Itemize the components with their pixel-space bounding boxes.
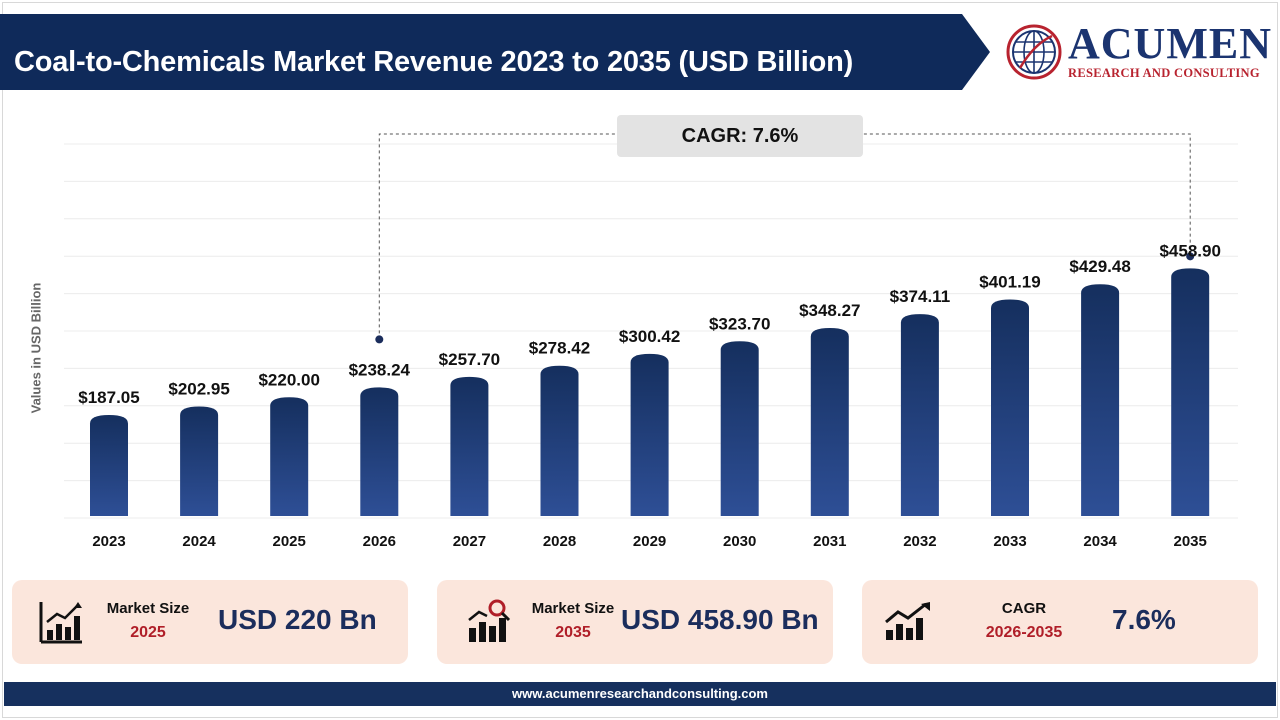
bar-2029 [630,353,669,516]
x-tick-2023: 2023 [92,533,125,550]
title-banner-shape [0,14,990,90]
x-tick-2031: 2031 [813,533,846,550]
x-tick-2027: 2027 [453,533,486,550]
data-label-2033: $401.19 [979,272,1040,291]
cagr-end-dot [1186,252,1195,261]
data-label-2024: $202.95 [168,379,229,398]
card-value: USD 458.90 Bn [621,604,819,635]
globe-logo-icon [1006,24,1062,80]
logo-tagline: RESEARCH AND CONSULTING [1068,66,1260,80]
x-tick-2034: 2034 [1083,533,1117,550]
data-label-2026: $238.24 [349,360,411,379]
bars [90,268,1210,516]
data-label-2025: $220.00 [258,370,319,389]
y-axis-label: Values in USD Billion [28,282,44,414]
data-label-2028: $278.42 [529,339,590,358]
acumen-logo: ACUMEN RESEARCH AND CONSULTING [1006,22,1271,84]
cagr-bracket-line [378,133,1191,340]
data-label-2034: $429.48 [1069,257,1130,276]
card-value: USD 220 Bn [218,604,377,635]
bar-2031 [810,328,849,516]
card-label: CAGR [1001,600,1047,617]
x-tick-2030: 2030 [723,533,756,550]
bar-2026 [360,387,399,516]
bar-2023 [90,415,128,516]
card-market-size-2035: Market Size 2035 USD 458.90 Bn [437,580,833,664]
x-tick-2033: 2033 [993,533,1026,550]
card-year: 2025 [130,624,166,641]
card-year: 2035 [555,624,591,641]
x-tick-2024: 2024 [182,533,216,550]
data-label-2023: $187.05 [78,388,139,407]
title-banner: Coal-to-Chemicals Market Revenue 2023 to… [0,14,990,90]
card-label: Market Size [531,600,615,617]
x-tick-2032: 2032 [903,533,936,550]
bar-2025 [270,397,309,516]
card-cagr: CAGR 2026-2035 7.6% [862,580,1258,664]
x-tick-2029: 2029 [633,533,666,550]
x-tick-2026: 2026 [363,533,396,550]
card-year: 2026-2035 [985,624,1063,641]
card-label: Market Size [106,600,190,617]
card-value: 7.6% [1112,604,1176,635]
page-title: Coal-to-Chemicals Market Revenue 2023 to… [14,46,854,78]
growth-trend-icon [885,602,930,640]
data-label-2032: $374.11 [890,287,951,306]
bar-chart: $187.05 $202.95 $220.00 $238.24 $257.70 $278.… [64,133,1238,550]
bar-2024 [180,406,219,516]
data-label-2029: $300.42 [619,327,680,346]
bar-2034 [1081,284,1120,516]
bar-2027 [450,376,489,516]
bar-chart-growth-icon [39,602,82,644]
data-labels: $187.05 $202.95 $220.00 $238.24 $257.70 $278.… [78,241,1221,407]
bar-2033 [991,299,1029,516]
bar-2035 [1171,268,1210,516]
cagr-badge: CAGR: 7.6% [617,115,863,157]
cagr-start-dot [375,335,384,344]
analytics-magnifier-icon [468,599,511,642]
x-tick-labels: 2023 2024 2025 2026 2027 2028 2029 2030 2031 2032… [92,533,1207,550]
x-tick-2025: 2025 [273,533,306,550]
data-label-2027: $257.70 [439,350,500,369]
data-label-2031: $348.27 [799,301,860,320]
x-tick-2028: 2028 [543,533,576,550]
x-tick-2035: 2035 [1174,533,1207,550]
card-market-size-2025: Market Size 2025 USD 220 Bn [12,580,408,664]
bar-2028 [540,365,579,516]
logo-wordmark: ACUMEN [1068,19,1272,68]
data-label-2035: $458.90 [1159,241,1220,260]
bar-2032 [900,314,939,516]
cagr-annotation [375,133,1195,344]
footer-url: www.acumenresearchandconsulting.com [4,682,1276,706]
bar-2030 [720,341,759,516]
data-label-2030: $323.70 [709,314,770,333]
